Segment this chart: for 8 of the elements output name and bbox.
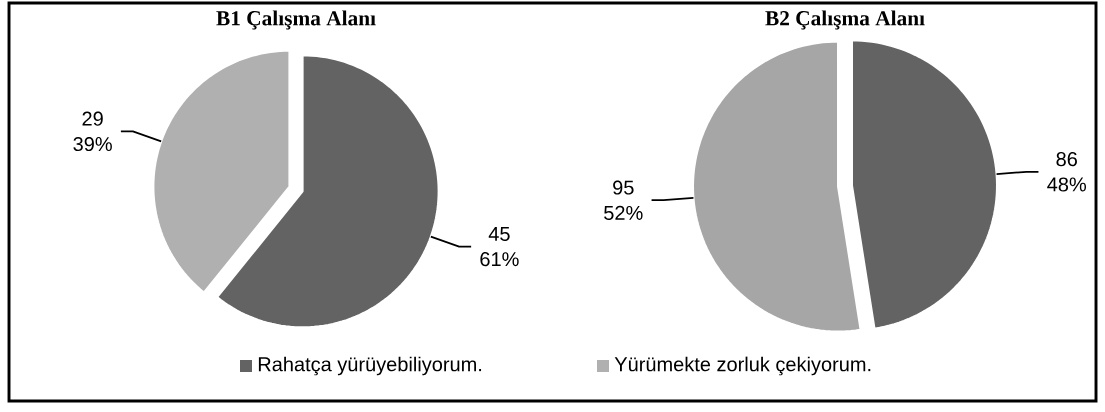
chart-title: B2 Çalışma Alanı [765,10,925,30]
data-label: 45 61% [480,226,519,267]
legend-label: Yürümekte zorluk çekiyorum. [614,356,871,376]
data-label: 95 52% [604,180,643,220]
legend-label: Rahatça yürüyebiliyorum. [258,356,482,376]
chart-title: B1 Çalışma Alanı [216,10,376,30]
data-label: 29 39% [73,111,112,152]
data-label: 86 48% [1047,152,1087,192]
